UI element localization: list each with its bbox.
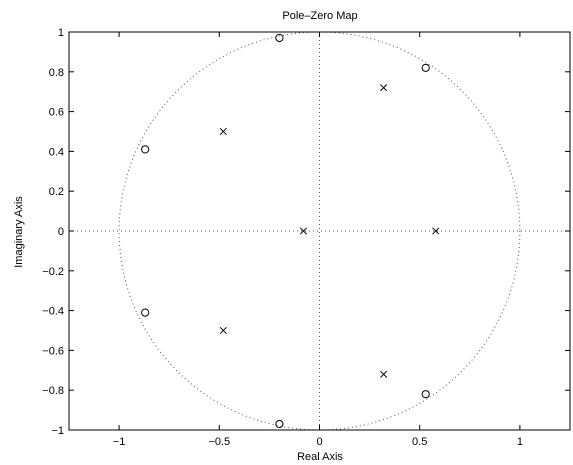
x-tick-label: −1 [113,436,126,448]
x-tick-label: 1 [517,436,523,448]
zero-marker [275,419,284,429]
pole-marker [432,227,440,235]
y-axis-label: Imaginary Axis [13,196,25,268]
y-tick-label: −0.8 [42,385,64,397]
x-tick-label: 0.5 [412,436,427,448]
zero-marker [421,390,430,399]
y-tick-label: 0.6 [49,107,64,119]
zero-marker [141,145,150,154]
pole-marker [380,370,388,378]
zero-marker [141,308,150,317]
pole-marker [219,127,227,136]
y-tick-label: −0.2 [42,266,64,278]
y-tick-label: −1 [51,425,64,437]
pole-marker [299,227,308,235]
y-tick-label: 0.2 [49,186,64,198]
y-tick-label: 0.4 [49,146,64,158]
x-axis-label: Real Axis [297,451,343,463]
zero-marker [421,63,430,72]
pole-marker [380,84,388,92]
y-tick-label: 0 [58,226,64,238]
plot-frame [68,31,571,431]
y-tick-label: −0.4 [42,306,64,318]
y-tick-label: 1 [58,27,64,39]
x-tick-label: 0 [316,436,322,448]
zero-marker [275,33,284,43]
x-tick-label: −0.5 [208,436,230,448]
chart-title: Pole–Zero Map [282,10,357,22]
pole-marker [219,326,227,335]
unit-circle [118,31,521,431]
plot-area: −1 −0.5 0 0.5 1 1 0.8 0.6 0.4 0.2 0 −0.2 −0.4 −0.6 −0.… [42,27,571,448]
y-tick-label: −0.6 [42,345,64,357]
y-tick-label: 0.8 [49,67,64,79]
